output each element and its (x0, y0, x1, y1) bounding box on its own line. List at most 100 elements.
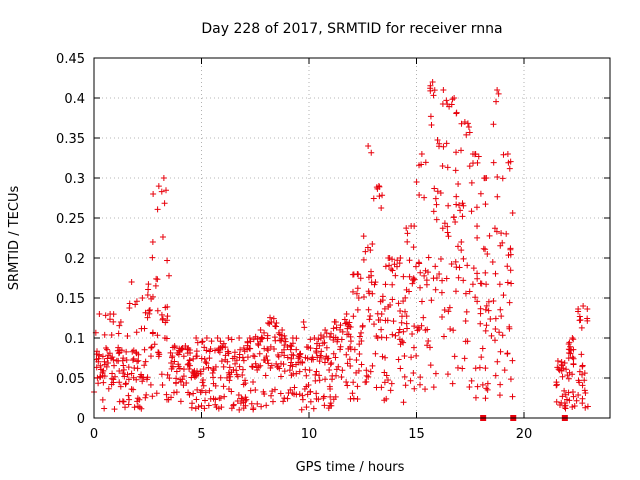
data-point (111, 362, 118, 369)
data-point (212, 382, 219, 389)
data-point (228, 336, 235, 343)
data-point (335, 363, 342, 370)
data-point (480, 245, 487, 252)
data-point (100, 367, 107, 374)
data-point (356, 350, 363, 357)
data-point (350, 313, 357, 320)
data-point (347, 324, 354, 331)
data-point (458, 247, 465, 254)
data-point (271, 345, 278, 352)
y-tick-label: 0.15 (56, 292, 85, 307)
data-point (372, 350, 379, 357)
data-point (163, 335, 170, 342)
data-point (107, 311, 114, 317)
data-point (250, 352, 257, 359)
data-point (561, 404, 568, 411)
data-point (355, 367, 362, 374)
data-point (431, 185, 438, 192)
data-point (250, 379, 257, 386)
data-point (493, 98, 500, 105)
data-point (168, 360, 175, 367)
data-point (484, 386, 491, 393)
data-point (198, 355, 205, 362)
data-point (569, 371, 576, 378)
data-point (353, 356, 360, 363)
data-point (375, 183, 382, 189)
data-point (120, 370, 127, 377)
data-point (445, 233, 452, 240)
data-point (235, 392, 242, 399)
data-point (227, 373, 234, 380)
data-point (271, 334, 278, 341)
data-point (409, 330, 416, 337)
data-point (474, 275, 481, 282)
data-point (439, 100, 446, 107)
data-point (363, 372, 370, 379)
data-point (142, 358, 149, 365)
data-point (386, 255, 393, 261)
data-point (367, 247, 374, 254)
data-point (378, 205, 385, 212)
data-point (123, 357, 130, 364)
data-point (210, 374, 217, 381)
data-point (491, 225, 498, 232)
data-point (170, 389, 177, 396)
data-point (275, 329, 282, 336)
data-point (374, 310, 381, 317)
data-point (432, 286, 439, 293)
data-point (230, 401, 237, 408)
y-axis-label: SRMTID / TECUs (7, 186, 22, 291)
data-point (184, 346, 191, 353)
data-point (575, 377, 582, 384)
data-point (422, 327, 429, 334)
data-point (440, 333, 447, 340)
data-point (453, 193, 460, 200)
data-point (311, 335, 318, 341)
data-point (559, 373, 566, 380)
data-point (477, 190, 484, 197)
data-point (497, 348, 504, 355)
data-point (97, 362, 104, 369)
data-point (225, 350, 232, 357)
data-point (139, 295, 146, 301)
data-point (281, 346, 288, 353)
data-point (94, 348, 101, 355)
data-point (131, 404, 138, 411)
data-point (126, 396, 133, 403)
data-point (464, 338, 471, 345)
data-point (168, 394, 175, 401)
data-point (498, 313, 505, 320)
data-point (265, 347, 272, 354)
data-point (173, 389, 180, 396)
data-point (377, 298, 384, 305)
data-point (328, 402, 335, 409)
data-point (449, 380, 456, 387)
data-point (459, 213, 466, 220)
data-point (383, 334, 390, 341)
data-point (390, 318, 397, 325)
data-point (376, 193, 383, 200)
data-point (466, 288, 473, 295)
data-point (489, 258, 496, 265)
data-point (507, 251, 514, 258)
data-point (110, 318, 117, 325)
data-point (496, 392, 503, 399)
data-point (561, 359, 568, 366)
data-point (337, 322, 344, 329)
data-point (413, 178, 420, 185)
data-point (383, 372, 390, 379)
y-tick-label: 0.25 (56, 212, 85, 227)
data-point (492, 270, 499, 277)
data-point (416, 326, 423, 333)
y-tick-label: 0.4 (64, 92, 85, 107)
data-point (193, 396, 200, 403)
data-point (430, 92, 437, 99)
data-point (268, 319, 275, 325)
data-point (388, 266, 395, 273)
data-point (284, 395, 291, 402)
data-point (328, 359, 335, 366)
data-point (492, 326, 499, 333)
data-point (109, 354, 116, 361)
data-point (175, 363, 182, 370)
data-point (164, 371, 171, 378)
